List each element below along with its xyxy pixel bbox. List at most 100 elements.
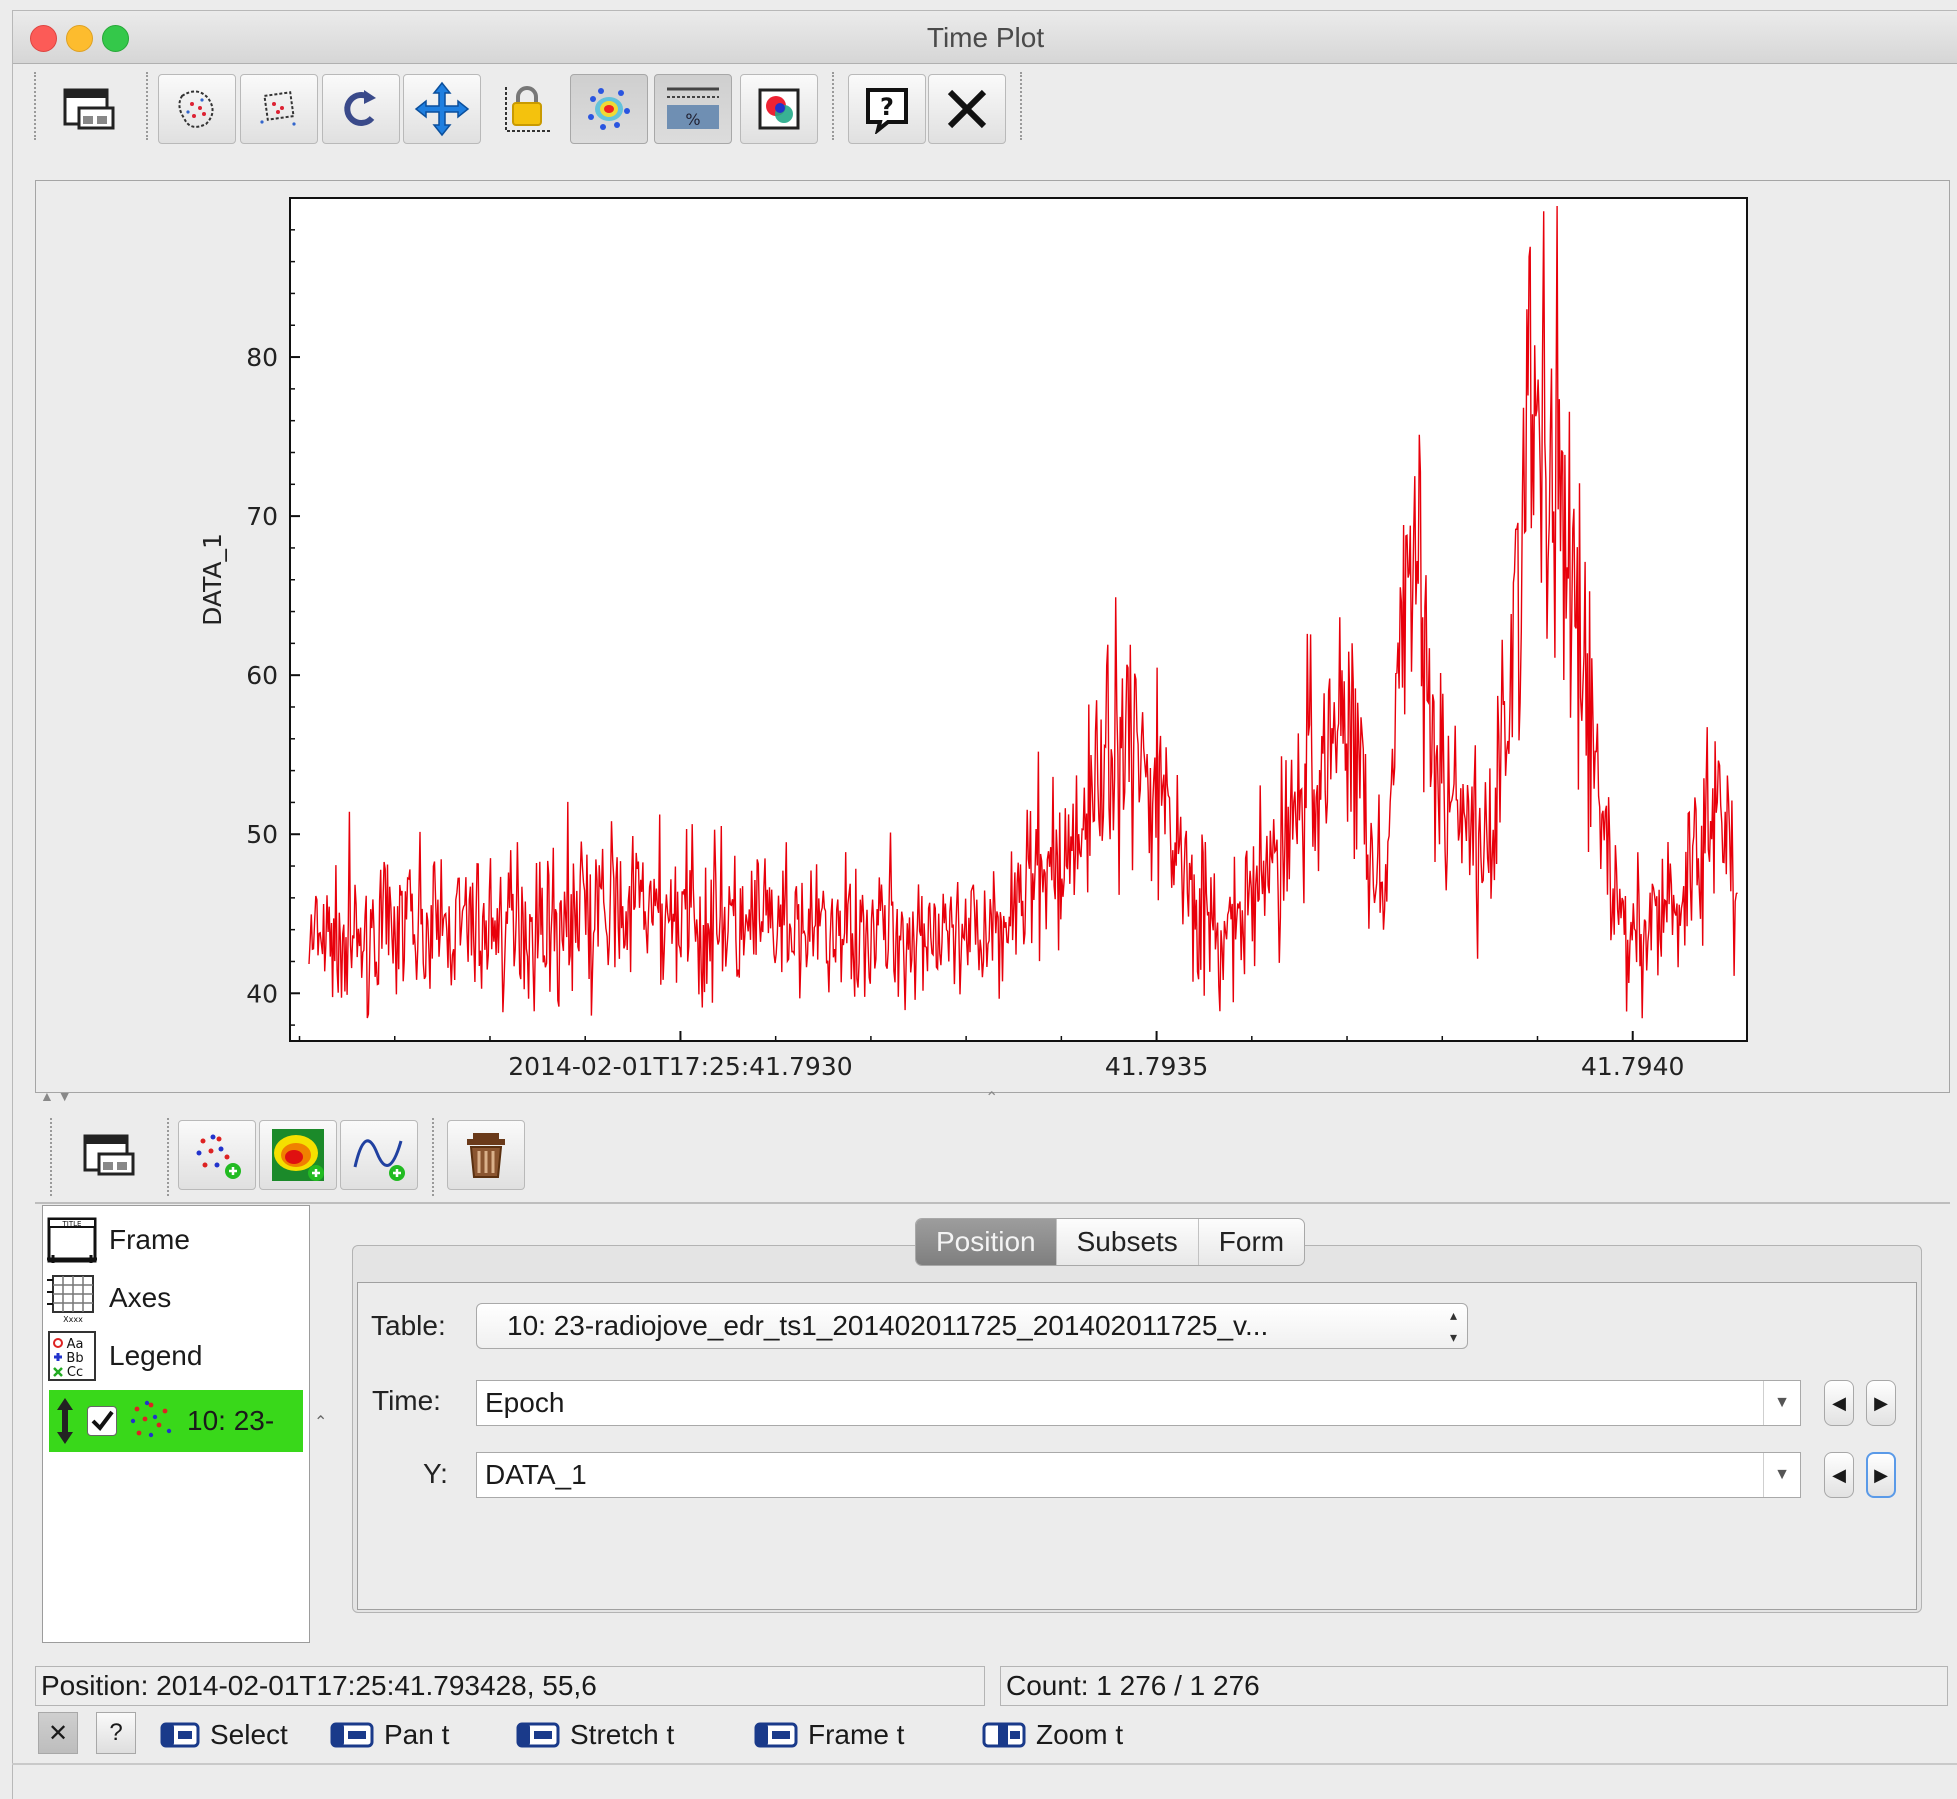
window-title: Time Plot bbox=[926, 22, 1045, 53]
layer-visible-checkbox[interactable] bbox=[87, 1406, 117, 1436]
chevron-down-icon[interactable]: ▼ bbox=[1763, 1381, 1800, 1425]
replot-icon bbox=[344, 90, 376, 126]
export-image-icon bbox=[758, 88, 800, 130]
mouse-hint-stretch: Stretch t bbox=[516, 1716, 674, 1754]
drag-handle-icon[interactable] bbox=[55, 1396, 75, 1446]
box-subset-button[interactable] bbox=[240, 74, 318, 144]
layer-item-axes[interactable]: Xxxx Axes bbox=[43, 1270, 309, 1326]
zoom-traffic-button[interactable] bbox=[102, 25, 129, 52]
split-arrows[interactable]: ▲ ▼ bbox=[40, 1088, 72, 1104]
y-field[interactable]: DATA_1 ▼ bbox=[476, 1452, 1801, 1498]
help-button[interactable]: ? bbox=[848, 74, 926, 144]
close-icon: ✕ bbox=[47, 1719, 69, 1747]
bottom-edge bbox=[12, 1763, 1957, 1765]
count-status: Count: 1 276 / 1 276 bbox=[1000, 1666, 1948, 1706]
time-label: Time: bbox=[372, 1385, 441, 1416]
replot-button[interactable] bbox=[322, 74, 400, 144]
mouse-left-icon bbox=[516, 1722, 560, 1748]
active-layer-row[interactable]: 10: 23- bbox=[49, 1390, 303, 1452]
axis-layer: 40 50 60 70 80 2014-02-01T17:25:41.7930 41.793… bbox=[198, 229, 1684, 1081]
mouse-hint-label: Stretch t bbox=[570, 1719, 675, 1750]
y-prev-button[interactable]: ◀ bbox=[1824, 1452, 1854, 1498]
tab-subsets[interactable]: Subsets bbox=[1057, 1219, 1199, 1265]
y-next-button[interactable]: ▶ bbox=[1866, 1452, 1896, 1498]
svg-text:%: % bbox=[685, 110, 700, 129]
mouse-hint-label: Zoom t bbox=[1036, 1719, 1124, 1750]
sketch-density-button[interactable] bbox=[570, 74, 648, 144]
blob-subset-button[interactable] bbox=[158, 74, 236, 144]
y-field-value: DATA_1 bbox=[485, 1459, 587, 1490]
axis-lock-button[interactable] bbox=[487, 74, 565, 144]
tab-form[interactable]: Form bbox=[1218, 1226, 1285, 1257]
delete-layer-button[interactable] bbox=[447, 1120, 525, 1190]
layer-item-frame[interactable]: TITLE Frame bbox=[43, 1212, 309, 1268]
close-plot-button[interactable] bbox=[928, 74, 1006, 144]
split-grip[interactable]: ⌃ bbox=[985, 1090, 999, 1107]
table-selector-value: 10: 23-radiojove_edr_ts1_201402011725_20… bbox=[507, 1310, 1269, 1341]
box-subset-icon bbox=[260, 91, 296, 126]
y-label: Y: bbox=[423, 1458, 448, 1489]
y-tick-label: 70 bbox=[246, 502, 278, 531]
rescale-button[interactable] bbox=[403, 74, 481, 144]
mouse-wheel-icon bbox=[982, 1722, 1026, 1748]
floating-controls-button[interactable] bbox=[70, 1120, 148, 1190]
active-layer-label: 10: 23- bbox=[187, 1405, 275, 1436]
close-window-traffic-button[interactable] bbox=[30, 25, 57, 52]
layer-list[interactable]: TITLE Frame Xxxx Axes Aa Bb Cc Legend 10: … bbox=[42, 1205, 310, 1643]
floating-window-icon bbox=[63, 88, 115, 130]
rescale-icon bbox=[414, 81, 470, 137]
position-status: Position: 2014-02-01T17:25:41.793428, 55… bbox=[35, 1666, 985, 1706]
mouse-hint-pan: Pan t bbox=[330, 1716, 449, 1754]
y-tick-label: 50 bbox=[246, 820, 278, 849]
add-scatter-layer-button[interactable] bbox=[178, 1120, 256, 1190]
blob-subset-icon bbox=[178, 90, 214, 128]
svg-text:?: ? bbox=[880, 93, 894, 121]
control-divider bbox=[35, 1202, 1950, 1204]
chevron-down-icon[interactable]: ▼ bbox=[1763, 1453, 1800, 1497]
y-axis-label: DATA_1 bbox=[198, 533, 227, 626]
series-layer bbox=[308, 205, 1738, 1019]
axes-icon: Xxxx bbox=[47, 1275, 94, 1324]
help-status-button[interactable]: ? bbox=[96, 1712, 136, 1754]
mouse-left-icon bbox=[330, 1722, 374, 1748]
svg-text:TITLE: TITLE bbox=[62, 1220, 82, 1228]
help-icon: ? bbox=[866, 88, 908, 134]
time-field[interactable]: Epoch ▼ bbox=[476, 1380, 1801, 1426]
scatter-layer-icon bbox=[130, 1400, 172, 1438]
triangle-left-icon: ◀ bbox=[1832, 1392, 1846, 1413]
table-selector[interactable]: 10: 23-radiojove_edr_ts1_201402011725_20… bbox=[476, 1303, 1468, 1349]
tab-position[interactable]: Position bbox=[916, 1219, 1057, 1265]
time-prev-button[interactable]: ◀ bbox=[1824, 1380, 1854, 1426]
time-next-button[interactable]: ▶ bbox=[1866, 1380, 1896, 1426]
layer-item-legend[interactable]: Aa Bb Cc Legend bbox=[43, 1328, 309, 1384]
floating-window-button[interactable] bbox=[50, 74, 128, 144]
plot-area bbox=[289, 197, 1748, 1042]
mouse-hint-label: Pan t bbox=[384, 1719, 450, 1750]
frame-icon: TITLE bbox=[47, 1217, 97, 1263]
progress-bar-button[interactable]: % bbox=[654, 74, 732, 144]
svg-text:Bb: Bb bbox=[66, 1351, 83, 1366]
add-function-layer-button[interactable] bbox=[340, 1120, 418, 1190]
layer-tabs[interactable]: Position Subsets Form bbox=[915, 1218, 1306, 1266]
progress-bar-icon: % bbox=[667, 87, 719, 129]
question-icon: ? bbox=[109, 1719, 123, 1746]
plot-panel[interactable]: 40 50 60 70 80 2014-02-01T17:25:41.7930 41.793… bbox=[35, 180, 1950, 1093]
triangle-right-icon: ▶ bbox=[1874, 1464, 1888, 1485]
y-tick-label: 60 bbox=[246, 661, 278, 690]
svg-text:Aa: Aa bbox=[67, 1337, 84, 1352]
add-function-layer-icon bbox=[353, 1139, 405, 1181]
time-series-chart[interactable]: 40 50 60 70 80 2014-02-01T17:25:41.7930 41.793… bbox=[36, 181, 1949, 1092]
mouse-left-icon bbox=[754, 1722, 798, 1748]
mouse-hint-label: Select bbox=[210, 1719, 288, 1750]
layer-label-frame: Frame bbox=[109, 1224, 190, 1255]
layer-list-splitter[interactable]: ⌃ bbox=[314, 1414, 328, 1431]
title-bar[interactable]: Time Plot bbox=[13, 11, 1957, 64]
add-density-layer-button[interactable] bbox=[259, 1120, 337, 1190]
popup-arrows-icon: ▴ ▾ bbox=[1449, 1307, 1457, 1345]
triangle-left-icon: ◀ bbox=[1832, 1464, 1846, 1485]
export-image-button[interactable] bbox=[740, 74, 818, 144]
minimize-traffic-button[interactable] bbox=[66, 25, 93, 52]
close-status-button[interactable]: ✕ bbox=[38, 1712, 78, 1754]
add-density-layer-icon bbox=[272, 1129, 324, 1181]
layer-label-legend: Legend bbox=[109, 1340, 203, 1371]
